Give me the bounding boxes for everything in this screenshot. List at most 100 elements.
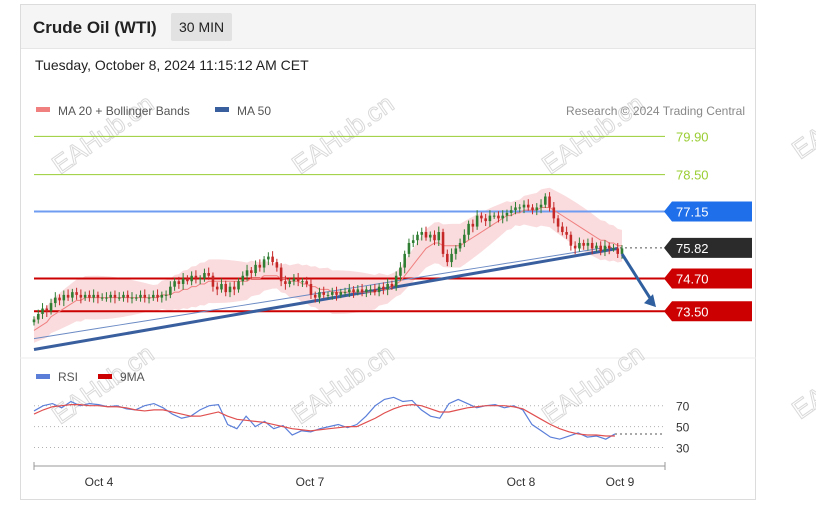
x-tick-label: Oct 4 xyxy=(85,475,114,489)
watermark-text: EAHub.cn xyxy=(536,88,649,180)
candle-body xyxy=(173,281,176,287)
level-label-74.70: 74.70 xyxy=(676,271,709,286)
candle-body xyxy=(330,292,334,295)
credit-text: Research © 2024 Trading Central xyxy=(566,104,745,118)
candle-body xyxy=(454,248,458,254)
candle-body xyxy=(556,218,560,227)
candle-body xyxy=(198,278,202,280)
candle-body xyxy=(71,292,74,298)
candle-body xyxy=(484,218,487,222)
candle-body xyxy=(105,297,108,299)
candle-body xyxy=(305,281,308,284)
x-tick-label: Oct 9 xyxy=(606,475,635,489)
level-label-78.50: 78.50 xyxy=(676,168,709,183)
instrument-title: Crude Oil (WTI) xyxy=(33,18,157,37)
candle-body xyxy=(66,294,70,298)
candle-body xyxy=(292,278,296,282)
candle-body xyxy=(254,264,257,274)
chart-header: Crude Oil (WTI) 30 MIN xyxy=(21,5,755,49)
ma50-legend-label: MA 50 xyxy=(237,104,271,118)
ma20-legend-label: MA 20 + Bollinger Bands xyxy=(58,104,190,118)
candle-body xyxy=(475,215,479,227)
watermark-text: EAHub.cn xyxy=(46,338,159,430)
candle-body xyxy=(505,212,509,216)
candle-body xyxy=(450,253,453,263)
candle-body xyxy=(318,292,321,298)
chart-card: Crude Oil (WTI) 30 MIN Tuesday, October … xyxy=(20,4,756,500)
candle-body xyxy=(492,215,496,217)
candle-body xyxy=(437,232,441,241)
rsi-legend-swatch xyxy=(36,374,50,379)
candle-body xyxy=(407,242,411,254)
candle-body xyxy=(586,242,590,246)
watermark-text: EAHub.cn xyxy=(786,333,816,425)
level-label-75.82: 75.82 xyxy=(676,241,709,256)
rsi-series-9MA xyxy=(33,404,615,437)
candle-body xyxy=(156,294,159,298)
candle-body xyxy=(215,286,219,290)
candle-body xyxy=(360,289,364,293)
candle-body xyxy=(62,294,66,301)
candle-body xyxy=(356,289,360,293)
candle-body xyxy=(126,294,130,298)
candle-body xyxy=(164,294,168,296)
candle-body xyxy=(343,292,347,294)
candle-body xyxy=(96,294,100,298)
candle-body xyxy=(411,240,415,243)
candle-body xyxy=(100,297,104,299)
candle-body xyxy=(582,242,585,246)
rsi-tick-70: 70 xyxy=(676,400,690,414)
candle-body xyxy=(394,275,398,287)
candle-body xyxy=(578,242,581,249)
candle-body xyxy=(603,245,607,252)
candle-body xyxy=(348,289,351,293)
candle-body xyxy=(514,207,517,211)
candle-body xyxy=(279,267,283,282)
candle-body xyxy=(271,256,274,263)
candle-body xyxy=(181,278,185,284)
watermark-text: EAHub.cn xyxy=(286,338,399,430)
candle-body xyxy=(561,226,564,233)
candle-body xyxy=(220,283,223,290)
candle-body xyxy=(509,210,513,213)
candle-body xyxy=(113,294,117,298)
level-label-77.15: 77.15 xyxy=(676,205,709,220)
candle-body xyxy=(322,292,326,295)
candle-body xyxy=(177,281,181,284)
bollinger-band xyxy=(34,187,622,343)
level-tag-74.70 xyxy=(664,268,752,289)
candle-body xyxy=(386,283,389,290)
candle-body xyxy=(446,253,449,263)
candle-body xyxy=(535,207,539,211)
level-label-79.90: 79.90 xyxy=(676,129,709,144)
candle-body xyxy=(488,215,492,222)
x-tick-label: Oct 7 xyxy=(296,475,325,489)
candle-body xyxy=(382,286,385,290)
candle-body xyxy=(228,286,232,293)
candle-body xyxy=(250,270,253,274)
level-tag-77.15 xyxy=(664,201,752,222)
candle-body xyxy=(130,297,134,299)
candle-body xyxy=(169,286,172,295)
timeframe-badge[interactable]: 30 MIN xyxy=(171,13,233,41)
candle-body xyxy=(373,289,377,293)
rsi-tick-50: 50 xyxy=(676,421,690,435)
candle-body xyxy=(296,278,300,282)
rsi-legend-label: RSI xyxy=(58,370,78,384)
candle-body xyxy=(237,281,240,290)
candle-body xyxy=(211,275,215,287)
level-label-73.50: 73.50 xyxy=(676,304,709,319)
rsi-tick-30: 30 xyxy=(676,442,690,456)
candle-body xyxy=(32,319,36,323)
candle-body xyxy=(467,223,470,235)
candle-body xyxy=(518,207,522,209)
candle-body xyxy=(224,283,228,293)
ma50-legend-swatch xyxy=(215,107,229,112)
candle-body xyxy=(433,234,436,241)
candle-body xyxy=(245,270,249,276)
watermark-text: EAHub.cn xyxy=(286,88,399,180)
candle-body xyxy=(531,207,534,211)
candle-body xyxy=(428,234,432,238)
candle-body xyxy=(526,204,530,208)
candle-body xyxy=(152,294,155,298)
